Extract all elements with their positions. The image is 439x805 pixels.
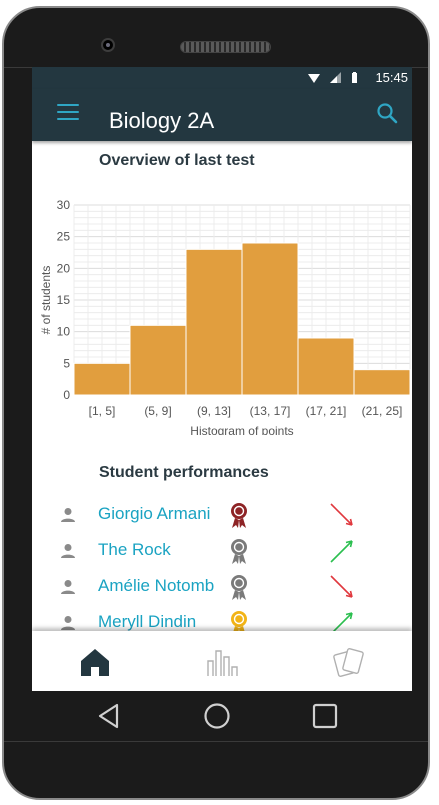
overview-title: Overview of last test xyxy=(99,152,255,169)
status-icons xyxy=(308,72,358,83)
x-axis-label: Histogram of points xyxy=(190,424,293,435)
performances-title: Student performances xyxy=(99,464,269,481)
app-screen: 15:45 Biology 2A Overview of last test 0… xyxy=(32,67,412,691)
x-tick-label: (9, 13] xyxy=(197,404,231,418)
histogram-bar xyxy=(73,362,131,396)
student-name: Amélie Notomb xyxy=(98,576,215,595)
cards-icon[interactable] xyxy=(332,645,366,679)
student-row[interactable]: Meryll Dindin xyxy=(32,607,412,631)
camera-icon xyxy=(101,38,115,52)
histogram-bar xyxy=(185,248,243,396)
x-tick-label: (5, 9] xyxy=(144,404,171,418)
speaker-grille xyxy=(180,41,271,53)
app-bar: Biology 2A xyxy=(32,89,412,141)
histogram-bar xyxy=(353,369,411,396)
person-icon xyxy=(61,544,75,558)
person-icon xyxy=(61,580,75,594)
medal-icon xyxy=(231,611,247,631)
y-tick-label: 30 xyxy=(57,198,71,212)
y-axis-label: # of students xyxy=(39,266,53,335)
status-bar: 15:45 xyxy=(32,67,412,89)
medal-icon xyxy=(231,539,247,564)
person-icon xyxy=(61,616,75,630)
student-name: The Rock xyxy=(98,540,171,559)
y-tick-label: 5 xyxy=(63,356,70,370)
histogram-bar xyxy=(297,337,355,396)
points-histogram: 0 5 10 15 20 25 30 [1, 5] (5, 9] (9, 13] (13, 17] (… xyxy=(39,198,411,435)
student-row[interactable]: Giorgio Armani xyxy=(32,499,412,535)
y-tick-label: 15 xyxy=(57,293,71,307)
battery-icon xyxy=(352,72,357,83)
wifi-icon xyxy=(308,73,320,83)
search-icon[interactable] xyxy=(376,102,398,124)
y-tick-label: 20 xyxy=(57,261,71,275)
student-row[interactable]: The Rock xyxy=(32,535,412,571)
signal-icon xyxy=(330,72,341,83)
menu-icon[interactable] xyxy=(57,104,79,122)
student-name: Giorgio Armani xyxy=(98,504,211,523)
system-navigation-bar xyxy=(32,691,412,741)
main-content: Overview of last test 0 5 10 15 20 25 30 [1, 5]… xyxy=(32,141,412,631)
trend-up-icon xyxy=(332,612,353,631)
x-tick-label: (17, 21] xyxy=(306,404,347,418)
bottom-navigation xyxy=(32,631,412,691)
status-time: 15:45 xyxy=(375,70,408,85)
stats-icon[interactable] xyxy=(205,645,239,679)
person-icon xyxy=(61,508,75,522)
recents-icon[interactable] xyxy=(311,702,339,730)
home-icon[interactable] xyxy=(78,645,112,679)
back-icon[interactable] xyxy=(95,702,123,730)
student-name: Meryll Dindin xyxy=(98,612,197,631)
medal-icon xyxy=(231,503,247,528)
trend-down-icon xyxy=(330,575,353,598)
y-tick-label: 0 xyxy=(63,388,70,402)
bezel-line xyxy=(4,741,428,742)
home-button-icon[interactable] xyxy=(203,702,231,730)
trend-down-icon xyxy=(330,503,353,526)
x-tick-label: (21, 25] xyxy=(362,404,403,418)
y-tick-label: 25 xyxy=(57,230,71,244)
histogram-bar xyxy=(241,242,299,396)
x-tick-label: (13, 17] xyxy=(250,404,291,418)
medal-icon xyxy=(231,575,247,600)
x-tick-label: [1, 5] xyxy=(89,404,116,418)
histogram-bar xyxy=(129,324,187,396)
y-tick-label: 10 xyxy=(57,325,71,339)
student-row[interactable]: Amélie Notomb xyxy=(32,571,412,607)
trend-up-icon xyxy=(330,540,353,563)
page-title: Biology 2A xyxy=(109,108,215,133)
